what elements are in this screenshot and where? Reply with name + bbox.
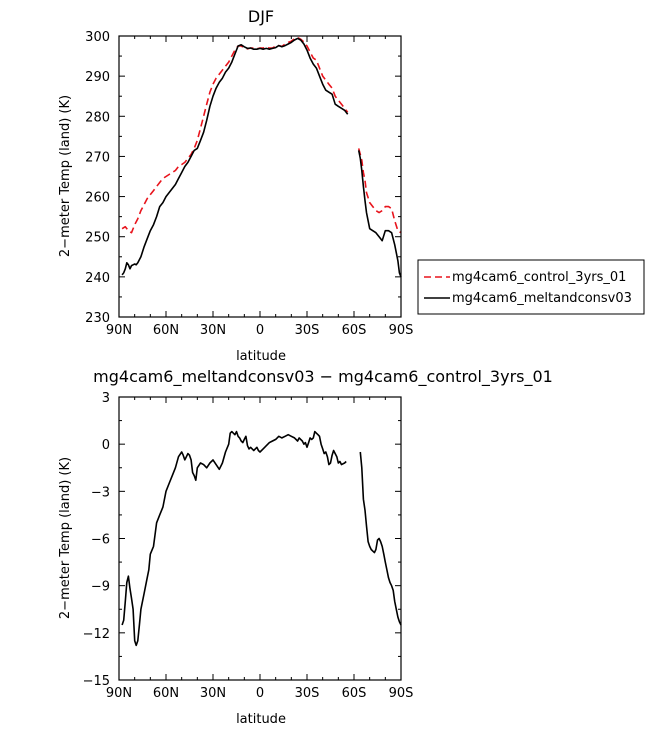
bottom-panel: mg4cam6_meltandconsv03 − mg4cam6_control… bbox=[58, 367, 553, 727]
top-chart-title: DJF bbox=[248, 7, 274, 26]
bottom-chart-title: mg4cam6_meltandconsv03 − mg4cam6_control… bbox=[93, 367, 553, 387]
y-tick-label: −12 bbox=[83, 627, 110, 642]
y-tick-label: −3 bbox=[91, 485, 110, 500]
x-tick-label: 90N bbox=[106, 686, 132, 701]
bottom-series bbox=[121, 430, 402, 647]
x-tick-label: 90S bbox=[389, 323, 414, 338]
series-line-difference bbox=[121, 430, 347, 647]
y-tick-label: 290 bbox=[85, 70, 110, 85]
x-tick-label: 60S bbox=[342, 323, 367, 338]
series-line-mg4cam6-meltandconsv03 bbox=[121, 37, 349, 276]
x-tick-label: 30N bbox=[200, 323, 226, 338]
legend-label-meltandconsv: mg4cam6_meltandconsv03 bbox=[452, 291, 632, 306]
x-tick-label: 30N bbox=[200, 686, 226, 701]
legend: mg4cam6_control_3yrs_01 mg4cam6_meltandc… bbox=[417, 259, 645, 315]
x-tick-label: 0 bbox=[256, 323, 264, 338]
x-tick-label: 60S bbox=[342, 686, 367, 701]
top-x-ticks: 90N 60N 30N 0 30S 60S 90S bbox=[106, 36, 414, 338]
y-tick-label: 270 bbox=[85, 150, 110, 165]
y-tick-label: 240 bbox=[85, 271, 110, 286]
y-tick-label: 0 bbox=[102, 438, 110, 453]
top-y-axis-label: 2−meter Temp (land) (K) bbox=[58, 95, 73, 257]
y-tick-label: −6 bbox=[91, 533, 110, 548]
y-tick-label: 280 bbox=[85, 110, 110, 125]
top-y-ticks: 230 240 250 260 270 280 290 300 bbox=[85, 30, 401, 326]
top-panel: DJF 90N 60N 30N 0 30S 60S 90S 2302402502602702… bbox=[58, 7, 645, 364]
x-tick-label: 30S bbox=[295, 686, 320, 701]
x-tick-label: 90S bbox=[389, 686, 414, 701]
legend-label-control: mg4cam6_control_3yrs_01 bbox=[452, 270, 626, 285]
series-line-difference bbox=[359, 451, 402, 626]
y-tick-label: 300 bbox=[85, 30, 110, 45]
top-x-axis-label: latitude bbox=[236, 349, 286, 364]
x-tick-label: 60N bbox=[153, 323, 179, 338]
bottom-y-ticks: −15 −12 −9 −6 −3 0 3 bbox=[83, 391, 401, 689]
x-tick-label: 0 bbox=[256, 686, 264, 701]
bottom-x-axis-label: latitude bbox=[236, 712, 286, 727]
y-tick-label: 3 bbox=[102, 391, 110, 406]
top-series bbox=[121, 36, 402, 278]
series-line-mg4cam6-meltandconsv03 bbox=[357, 150, 402, 278]
y-tick-label: −9 bbox=[91, 580, 110, 595]
series-line-mg4cam6-control-3yrs-01 bbox=[357, 148, 402, 234]
y-tick-label: 230 bbox=[85, 311, 110, 326]
x-tick-label: 30S bbox=[295, 323, 320, 338]
top-plot-frame bbox=[118, 35, 402, 318]
y-tick-label: 260 bbox=[85, 191, 110, 206]
legend-box bbox=[417, 259, 645, 315]
y-tick-label: −15 bbox=[83, 674, 110, 689]
bottom-y-axis-label: 2−meter Temp (land) (K) bbox=[58, 457, 73, 619]
bottom-plot-frame bbox=[118, 396, 402, 681]
series-line-mg4cam6-control-3yrs-01 bbox=[121, 36, 349, 234]
x-tick-label: 60N bbox=[153, 686, 179, 701]
x-tick-label: 90N bbox=[106, 323, 132, 338]
y-tick-label: 250 bbox=[85, 231, 110, 246]
